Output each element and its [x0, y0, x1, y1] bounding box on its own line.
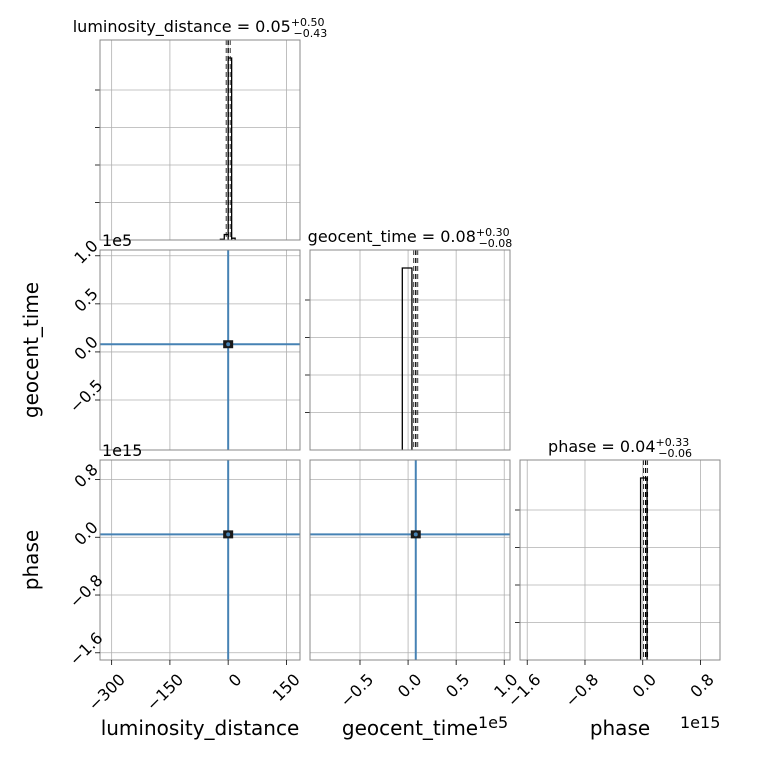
title-lower-error: −0.06	[658, 447, 692, 460]
panel-frame	[309, 459, 511, 661]
x-tick-label: 150	[269, 670, 304, 705]
title-lower-error: −0.43	[294, 27, 328, 40]
panel-geocent_time-vs-luminosity_distance	[99, 249, 301, 451]
x-axis-label-luminosity-distance: luminosity_distance	[101, 716, 300, 740]
x-tick-label: 0.0	[629, 670, 660, 701]
y-tick-label: 0.0	[70, 518, 101, 549]
panel-frame	[99, 459, 301, 661]
x-tick-label: −150	[143, 670, 188, 715]
y-axis-label-geocent-time: geocent_time	[19, 282, 43, 418]
panel-phase-vs-geocent_time	[309, 459, 511, 661]
title-lower-error: −0.08	[479, 237, 513, 250]
y-tick-label: 0.8	[70, 460, 101, 491]
panel-frame	[99, 249, 301, 451]
panel-frame	[309, 249, 511, 451]
title-value: phase = 0.04	[548, 437, 655, 456]
x-offset-label-geocent-time: 1e5	[478, 713, 508, 732]
y-tick-label: 1.0	[70, 236, 101, 267]
y-offset-label-geocent-time: 1e5	[102, 231, 132, 250]
truth-marker	[413, 532, 418, 537]
y-offset-label-phase: 1e15	[102, 441, 142, 460]
x-tick-label: 0	[225, 670, 246, 691]
truth-marker	[226, 532, 231, 537]
histogram-geocent_time	[401, 267, 413, 450]
title-upper-error: +0.50	[291, 16, 325, 29]
x-axis-label-phase: phase	[590, 716, 650, 740]
panel-phase-vs-phase: phase = 0.04+0.33 −0.06	[515, 436, 721, 661]
x-offset-label-phase: 1e15	[680, 713, 720, 732]
panel-title-luminosity_distance: luminosity_distance = 0.05+0.50 −0.43	[73, 16, 328, 40]
x-tick-label: 0.0	[394, 670, 425, 701]
y-tick-label: 0.5	[70, 284, 101, 315]
title-value: geocent_time = 0.08	[308, 227, 476, 247]
panel-phase-vs-luminosity_distance	[99, 459, 301, 661]
panel-frame	[519, 459, 721, 661]
title-upper-error: +0.30	[476, 226, 510, 239]
x-tick-label: −0.8	[561, 670, 602, 711]
y-axis-label-phase: phase	[19, 530, 43, 590]
title-upper-error: +0.33	[656, 436, 690, 449]
panel-luminosity_distance-vs-luminosity_distance: luminosity_distance = 0.05+0.50 −0.43	[73, 16, 328, 241]
panel-geocent_time-vs-geocent_time: geocent_time = 0.08+0.30 −0.08	[305, 226, 513, 451]
x-tick-label: −300	[84, 670, 129, 715]
x-tick-label: 0.8	[686, 670, 717, 701]
y-tick-label: 0.0	[70, 332, 101, 363]
panel-frame	[99, 39, 301, 241]
panel-title-geocent_time: geocent_time = 0.08+0.30 −0.08	[308, 226, 513, 250]
x-tick-label: 0.5	[442, 670, 473, 701]
x-tick-label: −0.5	[336, 670, 377, 711]
x-axis-label-geocent-time: geocent_time	[342, 716, 478, 740]
title-value: luminosity_distance = 0.05	[73, 17, 291, 37]
panel-title-phase: phase = 0.04+0.33 −0.06	[548, 436, 692, 460]
truth-marker	[226, 342, 231, 347]
